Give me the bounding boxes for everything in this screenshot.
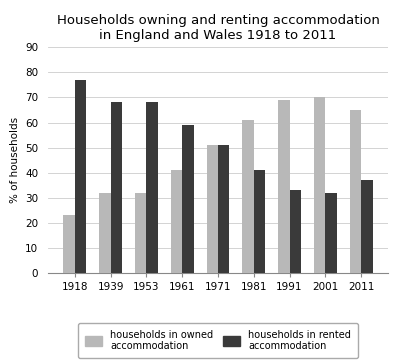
Bar	[218, 145, 230, 273]
Bar	[111, 103, 122, 273]
Bar	[135, 193, 146, 273]
Bar	[325, 193, 337, 273]
Bar	[242, 120, 254, 273]
Bar	[254, 170, 265, 273]
Y-axis label: % of households: % of households	[10, 117, 20, 203]
Bar	[314, 98, 325, 273]
Bar	[99, 193, 111, 273]
Bar	[182, 125, 194, 273]
Bar	[64, 215, 75, 273]
Title: Households owning and renting accommodation
in England and Wales 1918 to 2011: Households owning and renting accommodat…	[56, 14, 380, 42]
Bar	[278, 100, 290, 273]
Bar	[350, 110, 361, 273]
Bar	[146, 103, 158, 273]
Bar	[206, 145, 218, 273]
Bar	[361, 180, 372, 273]
Bar	[290, 190, 301, 273]
Bar	[171, 170, 182, 273]
Bar	[75, 80, 86, 273]
Legend: households in owned
accommodation, households in rented
accommodation: households in owned accommodation, house…	[78, 323, 358, 358]
